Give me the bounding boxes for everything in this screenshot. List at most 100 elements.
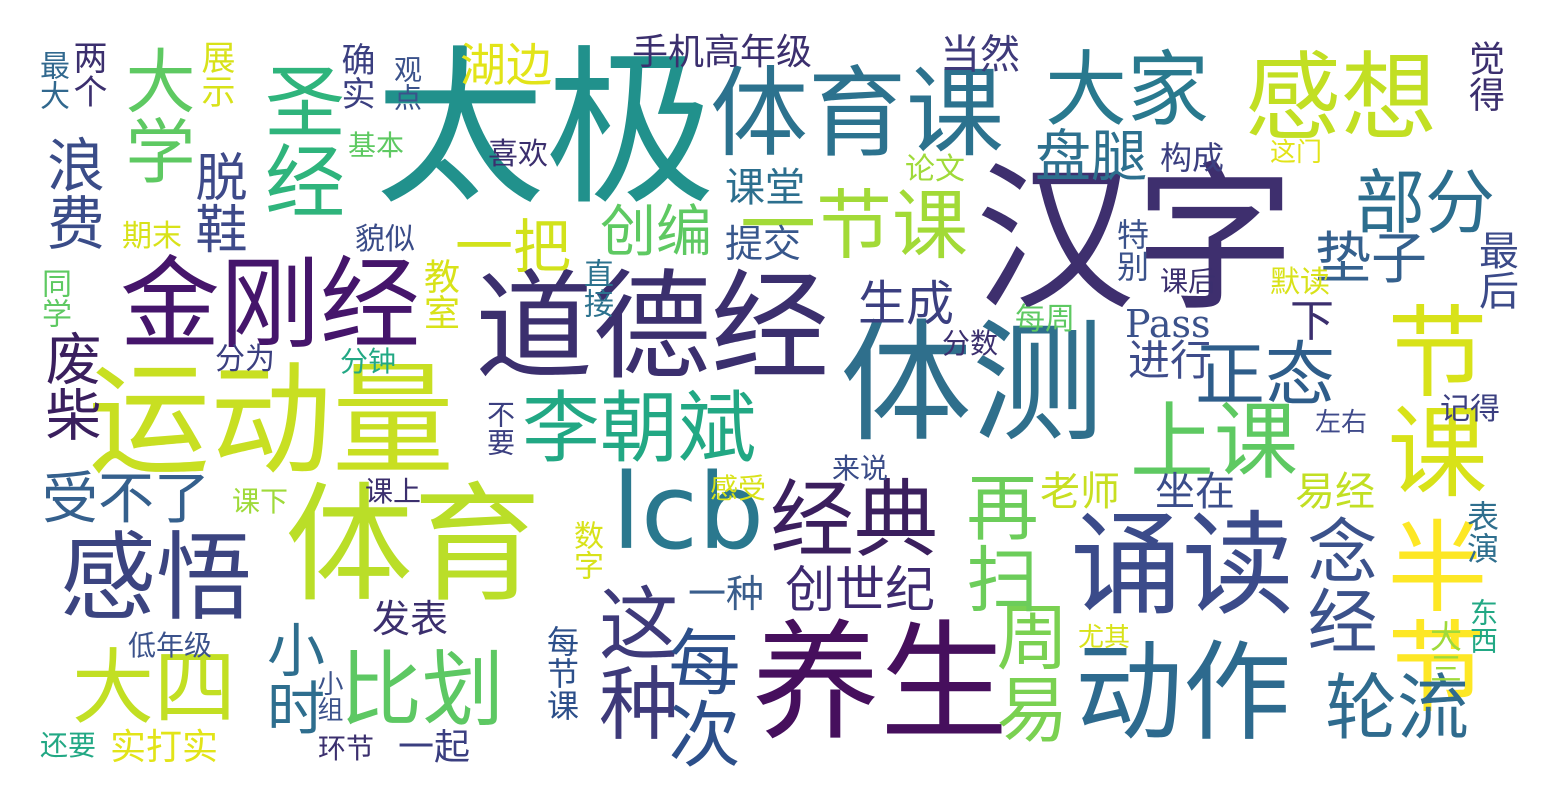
word-guandian: 观点 — [390, 55, 423, 111]
word-zhanshi: 展示 — [195, 40, 235, 108]
word-liangge: 两个 — [67, 40, 107, 108]
word-jieke: 节课 — [1370, 300, 1487, 500]
word-daxue: 大学 — [114, 45, 196, 185]
word-zhemen: 这门 — [1270, 138, 1323, 168]
word-yiba: 一把 — [455, 213, 572, 281]
word-banjie: 半节 — [1370, 515, 1487, 715]
word-dasan: 大三 — [1425, 620, 1463, 684]
word-biaoyan: 表演 — [1462, 500, 1500, 564]
word-keshang: 课上 — [365, 475, 422, 508]
word-zuida: 最大 — [34, 50, 69, 110]
word-zhouyi: 周易 — [984, 600, 1068, 744]
word-pass: Pass — [1125, 302, 1211, 346]
word-dianzi: 垫子 — [1315, 227, 1427, 292]
word-shengjing: 圣经 — [252, 60, 345, 220]
word-tuoxie: 脱鞋 — [186, 150, 246, 254]
word-taiji: 太极 — [375, 31, 716, 229]
word-zuoyou: 左右 — [1315, 408, 1368, 438]
word-kehou: 课后 — [1160, 265, 1217, 298]
word-bihua: 比划 — [340, 643, 505, 738]
word-dongxi: 东西 — [1466, 598, 1499, 654]
word-dongzuo: 动作 — [1075, 631, 1292, 756]
word-xiaoshi: 小时 — [257, 620, 325, 736]
word-goucheng: 构成 — [1160, 139, 1225, 177]
word-zhezhong: 这种 — [586, 582, 679, 742]
word-dasi: 大四 — [72, 641, 237, 736]
word-fabiao: 发表 — [372, 597, 449, 641]
word-songdu: 诵读 — [1070, 501, 1294, 631]
word-zuozai: 坐在 — [1155, 469, 1235, 515]
word-fenzhong: 分钟 — [340, 345, 397, 378]
word-jingangjing: 金刚经 — [120, 246, 420, 363]
word-modu: 默读 — [1270, 265, 1330, 300]
word-haiyao: 还要 — [40, 729, 97, 762]
word-feichai: 废柴 — [36, 330, 101, 442]
word-ganwu: 感悟 — [60, 522, 252, 634]
word-shidashi: 实打实 — [110, 727, 219, 768]
word-hubian: 湖边 — [460, 38, 552, 92]
word-laoshi: 老师 — [1040, 469, 1120, 515]
word-fenwei: 分为 — [215, 342, 275, 377]
word-lcb: lcb — [612, 451, 765, 573]
word-shangke: 上课 — [1130, 393, 1299, 491]
word-juede: 觉得 — [1463, 40, 1504, 112]
word-yijing: 易经 — [1295, 469, 1375, 515]
word-jiaoshi: 教室 — [418, 258, 459, 330]
word-hanzi: 汉字 — [975, 146, 1296, 333]
word-langfei: 浪费 — [37, 135, 105, 251]
word-tijiao: 提交 — [725, 222, 802, 266]
word-yizhong: 一种 — [688, 572, 765, 616]
word-xia: 下 — [1290, 296, 1334, 347]
word-queshi: 确实 — [335, 42, 375, 110]
word-tice: 体测 — [840, 307, 1104, 461]
word-jingdian: 经典 — [770, 471, 939, 569]
word-dangran: 当然 — [940, 32, 1020, 78]
word-zuihou: 最后 — [1472, 230, 1518, 310]
word-shengcheng: 生成 — [858, 276, 955, 332]
word-yijieke: 一节课 — [740, 181, 968, 270]
word-ganxiang: 感想 — [1245, 42, 1437, 154]
word-dinianji: 低年级 — [128, 629, 213, 662]
word-jide: 记得 — [1440, 392, 1500, 427]
word-yundongliang: 运动量 — [88, 350, 454, 492]
word-jinxing: 进行 — [1128, 336, 1213, 385]
word-tiyuke: 体育课 — [710, 57, 1005, 171]
word-pantui: 盘腿 — [1035, 125, 1147, 190]
word-kexia: 课下 — [232, 485, 289, 518]
word-ketang: 课堂 — [725, 165, 805, 211]
word-huanjie: 环节 — [318, 732, 375, 765]
word-maosi: 貌似 — [355, 222, 415, 257]
word-yangsheng: 养生 — [752, 609, 1009, 758]
word-nianjing: 念经 — [1296, 515, 1378, 655]
word-tebie: 特别 — [1112, 218, 1150, 282]
word-zhengtai: 正态 — [1195, 334, 1335, 416]
word-lunwen: 论文 — [905, 152, 965, 187]
word-xihuan: 喜欢 — [488, 137, 548, 172]
word-tongxue: 同学 — [36, 268, 71, 328]
word-zhijie: 直接 — [578, 258, 613, 318]
word-youqi: 尤其 — [1078, 623, 1131, 653]
word-shoujigaonianji: 手机高年级 — [632, 32, 813, 73]
word-meijieke: 每节课 — [542, 625, 580, 721]
word-buyao: 不要 — [483, 400, 516, 456]
word-jiben: 基本 — [348, 129, 405, 162]
word-dajia: 大家 — [1045, 43, 1210, 138]
word-meici: 每次 — [656, 625, 740, 769]
word-yiqi: 一起 — [398, 727, 471, 768]
word-shuzi: 数字 — [568, 520, 603, 580]
word-lichaobin: 李朝斌 — [522, 384, 757, 474]
word-shoubuliao: 受不了 — [42, 467, 210, 532]
word-qimo: 期末 — [122, 219, 182, 254]
word-chuangshiji: 创世纪 — [785, 561, 935, 619]
word-bufen: 部分 — [1355, 162, 1495, 244]
word-zaisao: 再扫 — [954, 470, 1038, 614]
word-chuangbian: 创编 — [600, 200, 712, 265]
word-lunliu: 轮流 — [1325, 666, 1470, 750]
word-xiaozu: 小组 — [313, 670, 343, 722]
word-laishuo: 来说 — [832, 452, 889, 485]
word-fenshu: 分数 — [942, 327, 999, 360]
word-meizhou: 每周 — [1015, 302, 1075, 337]
word-ganshou: 感受 — [710, 472, 767, 505]
word-tiyu: 体育 — [285, 471, 542, 620]
